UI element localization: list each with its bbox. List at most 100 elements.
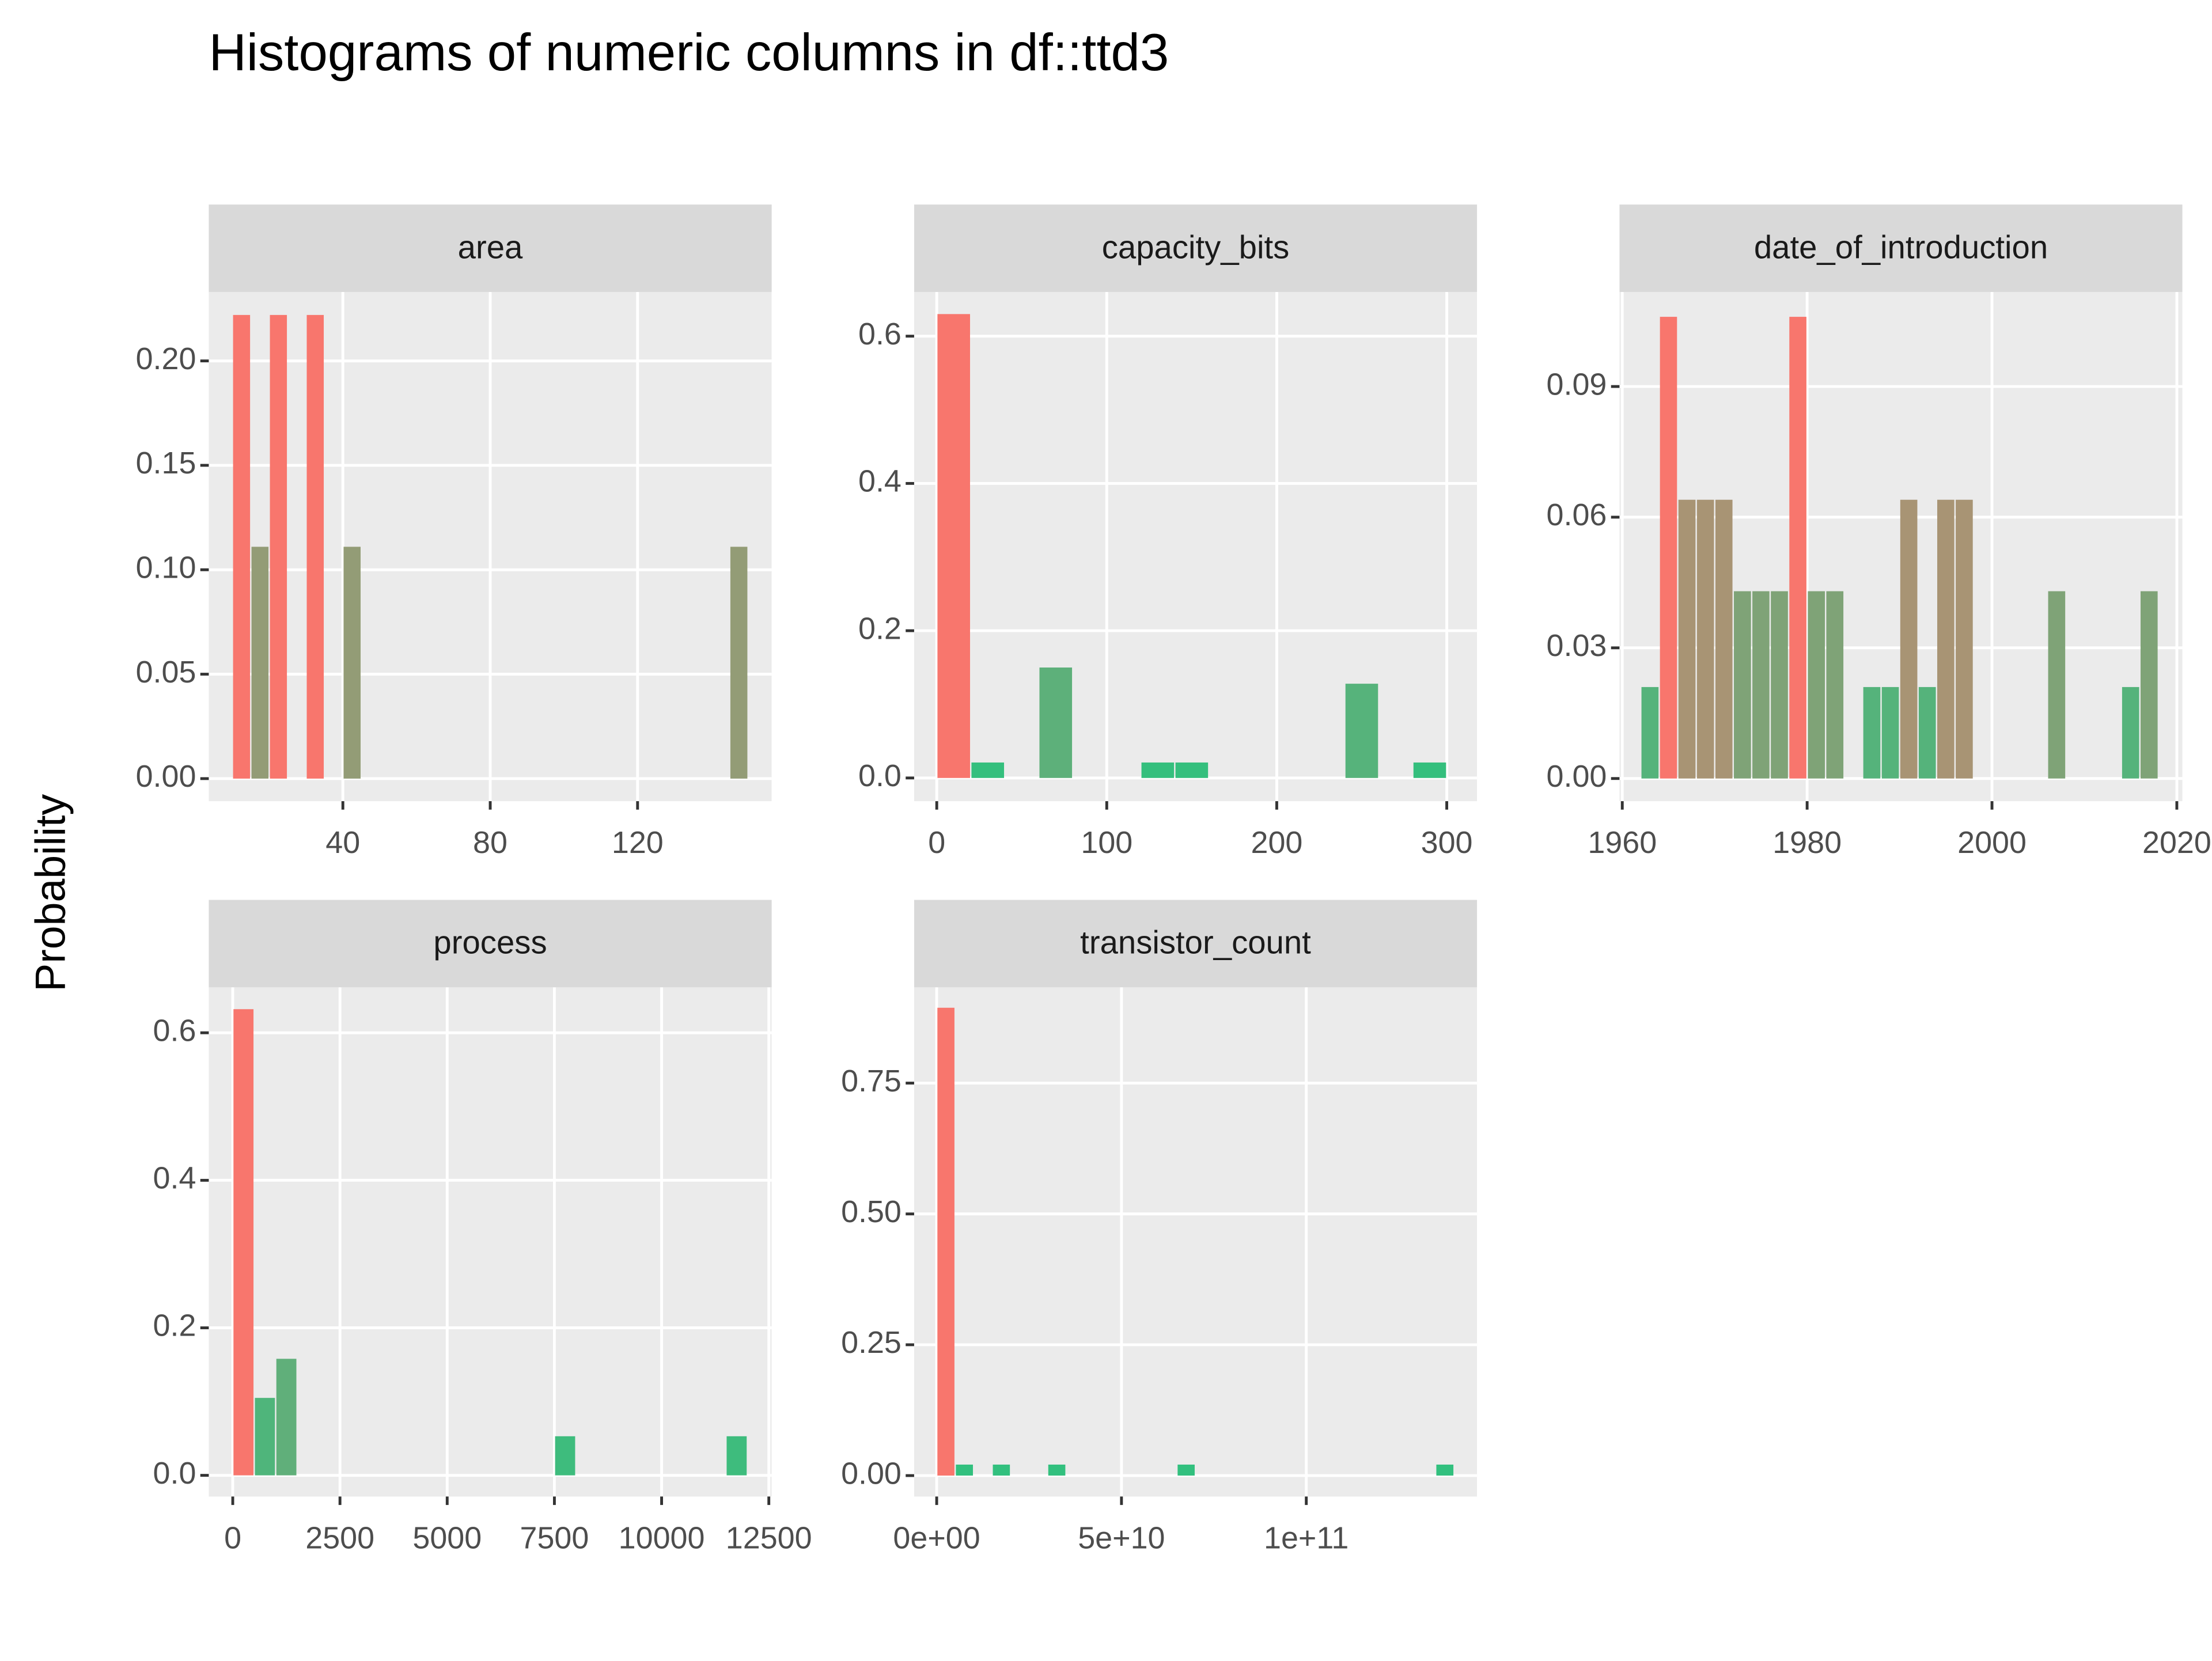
bar <box>251 547 269 779</box>
y-tick-label: 0.09 <box>1547 367 1607 401</box>
bar <box>1752 591 1770 779</box>
bar <box>306 314 324 779</box>
bar <box>956 1464 974 1476</box>
bar <box>726 1436 747 1476</box>
bar <box>1863 687 1881 779</box>
strip-background <box>1619 204 2183 292</box>
bar <box>1413 762 1446 778</box>
bar <box>1715 499 1733 779</box>
bar <box>270 314 287 779</box>
strip-label: date_of_introduction <box>1754 229 2048 265</box>
x-tick-label: 10000 <box>619 1521 705 1556</box>
strip-background <box>209 900 772 988</box>
bar <box>1039 668 1073 778</box>
bar <box>2048 591 2066 779</box>
y-tick-label: 0.6 <box>858 317 902 351</box>
y-tick-label: 0.20 <box>136 342 196 376</box>
x-tick-label: 0e+00 <box>893 1521 980 1556</box>
x-tick-label: 1e+11 <box>1264 1521 1349 1556</box>
strip-background <box>914 900 1478 988</box>
y-tick-label: 0.10 <box>136 551 196 585</box>
x-tick-label: 2500 <box>305 1521 374 1556</box>
bar <box>2140 591 2158 779</box>
y-tick-label: 0.2 <box>153 1309 196 1343</box>
x-tick-label: 100 <box>1081 825 1132 860</box>
strip-background <box>209 204 772 292</box>
strip-label: area <box>458 229 523 265</box>
bar <box>1900 499 1918 779</box>
bar <box>1660 317 1677 779</box>
x-tick-label: 1980 <box>1772 825 1842 860</box>
bar <box>937 1007 955 1476</box>
strip-label: process <box>433 924 547 961</box>
x-tick-label: 5000 <box>412 1521 482 1556</box>
bar <box>276 1359 297 1476</box>
bar <box>1956 499 1973 779</box>
y-tick-label: 0.4 <box>858 464 902 499</box>
bar <box>971 762 1005 778</box>
bar <box>1436 1464 1454 1476</box>
bar <box>255 1398 275 1476</box>
bar <box>1048 1464 1066 1476</box>
bar <box>1696 499 1714 779</box>
y-tick-label: 0.50 <box>841 1194 902 1229</box>
x-tick-label: 7500 <box>520 1521 589 1556</box>
bar <box>343 547 361 779</box>
y-axis-label: Probability <box>26 794 74 991</box>
y-tick-label: 0.15 <box>136 446 196 480</box>
bar <box>1641 687 1659 779</box>
bar <box>937 314 970 778</box>
bar <box>1789 317 1806 779</box>
y-tick-label: 0.05 <box>136 655 196 689</box>
bar <box>993 1464 1010 1476</box>
y-tick-label: 0.03 <box>1547 628 1607 663</box>
bar <box>1678 499 1696 779</box>
panel-background <box>914 987 1478 1497</box>
x-tick-label: 2020 <box>2142 825 2211 860</box>
y-tick-label: 0.0 <box>153 1456 196 1491</box>
strip-label: transistor_count <box>1080 924 1311 961</box>
bar <box>1734 591 1751 779</box>
bar <box>1771 591 1788 779</box>
bar <box>730 547 748 779</box>
y-tick-label: 0.4 <box>153 1161 196 1196</box>
y-tick-label: 0.25 <box>841 1325 902 1360</box>
x-tick-label: 80 <box>473 825 507 860</box>
chart-title: Histograms of numeric columns in df::ttd… <box>209 24 1169 82</box>
y-tick-label: 0.00 <box>136 759 196 794</box>
bar <box>233 1009 254 1476</box>
x-tick-label: 300 <box>1421 825 1473 860</box>
x-tick-label: 12500 <box>726 1521 812 1556</box>
bar <box>1177 1464 1195 1476</box>
bar <box>1918 687 1936 779</box>
x-tick-label: 200 <box>1251 825 1302 860</box>
bar <box>1881 687 1899 779</box>
strip-background <box>914 204 1478 292</box>
bar <box>555 1436 575 1476</box>
y-tick-label: 0.2 <box>858 611 902 646</box>
x-tick-label: 1960 <box>1588 825 1657 860</box>
y-tick-label: 0.06 <box>1547 498 1607 532</box>
bar <box>1937 499 1955 779</box>
bar <box>1175 762 1209 778</box>
bar <box>1808 591 1825 779</box>
x-tick-label: 120 <box>612 825 664 860</box>
x-tick-label: 2000 <box>1957 825 2027 860</box>
bar <box>1345 684 1378 778</box>
x-tick-label: 0 <box>224 1521 241 1556</box>
panel-background <box>914 291 1478 802</box>
y-tick-label: 0.6 <box>153 1013 196 1048</box>
panel-background <box>209 987 772 1497</box>
y-tick-label: 0.00 <box>841 1456 902 1491</box>
bar <box>1826 591 1844 779</box>
y-tick-label: 0.0 <box>858 759 902 793</box>
bar <box>1141 762 1175 778</box>
x-tick-label: 40 <box>325 825 360 860</box>
y-tick-label: 0.00 <box>1547 759 1607 794</box>
x-tick-label: 5e+10 <box>1078 1521 1165 1556</box>
bar <box>233 314 251 779</box>
bar <box>2122 687 2139 779</box>
x-tick-label: 0 <box>928 825 945 860</box>
